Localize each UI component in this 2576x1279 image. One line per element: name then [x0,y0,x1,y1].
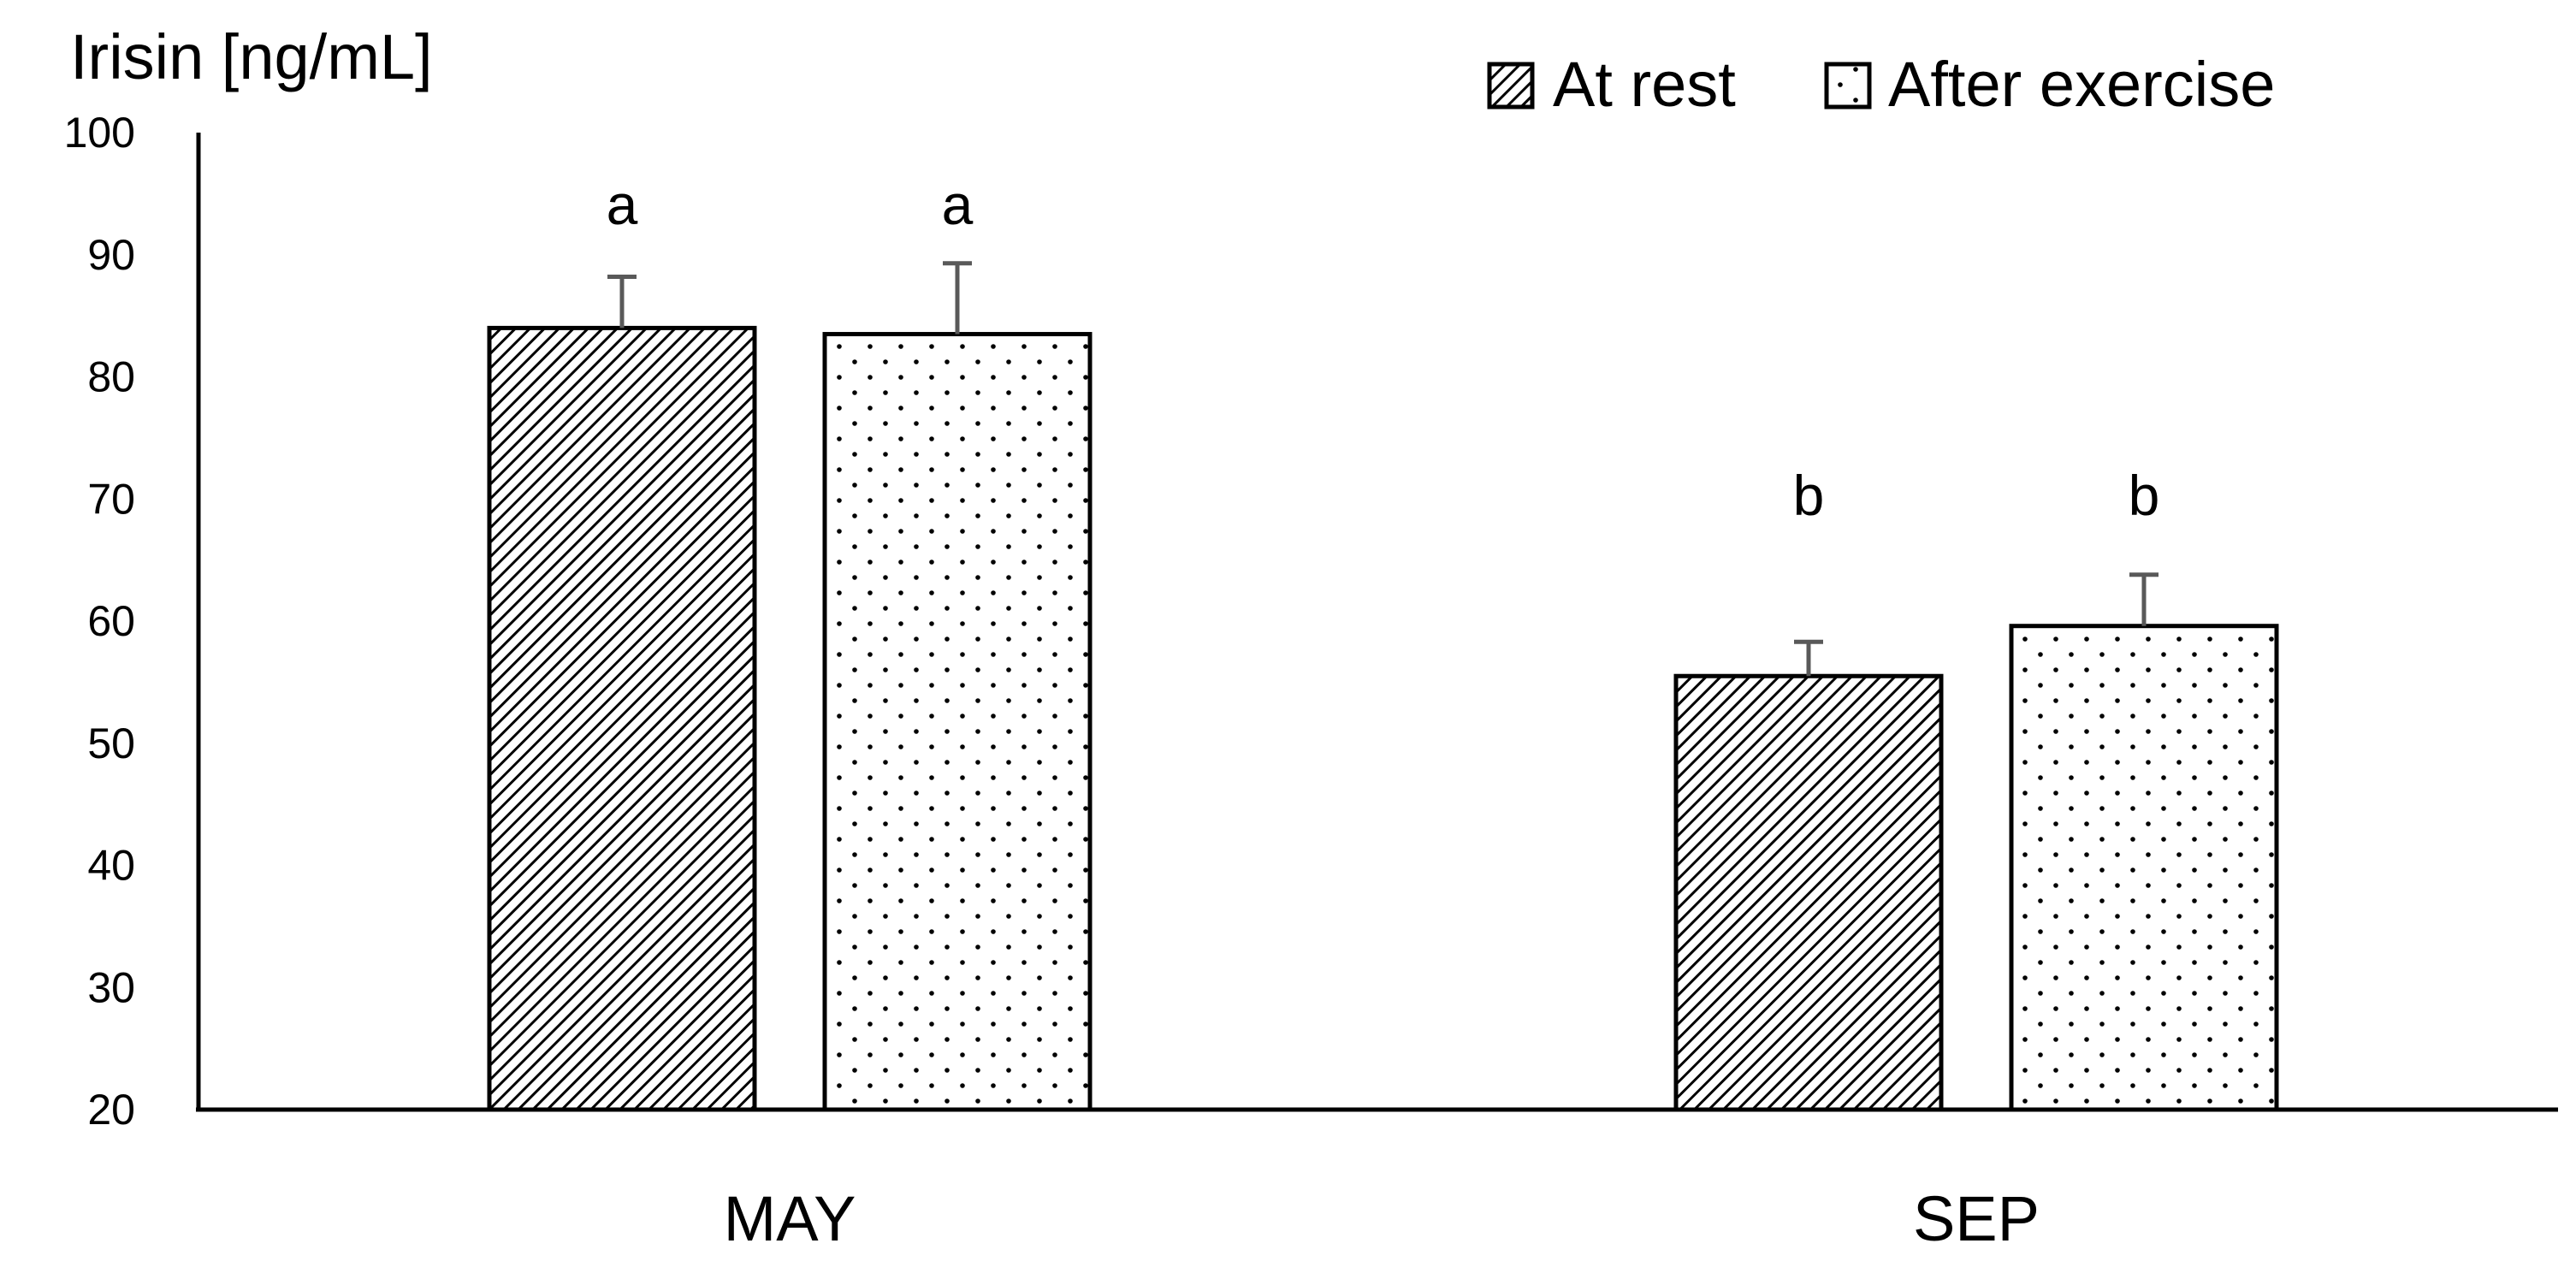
significance-sep-after-exercise: b [2129,464,2160,527]
y-axis-title: Irisin [ng/mL] [70,21,433,92]
legend-swatch-after-exercise [1824,62,1872,110]
bar-sep-at-rest [1673,673,1944,1112]
legend: At rest After exercise [1487,49,2275,120]
error-bars [607,261,2159,677]
y-tick-label-90: 90 [87,231,135,279]
y-axis-tick-labels: 20 30 40 50 60 70 80 90 100 [64,109,135,1134]
legend-label-after-exercise: After exercise [1888,49,2275,120]
error-bar-may-at-rest [607,274,637,329]
y-tick-label-40: 40 [87,842,135,890]
error-bar-sep-at-rest [1794,639,1823,677]
bar-may-at-rest [487,325,757,1112]
y-tick-label-30: 30 [87,963,135,1011]
significance-may-after-exercise: a [942,173,974,236]
error-bar-may-after-exercise [943,261,972,335]
significance-letters: a a b b [607,173,2160,527]
x-category-label-may: MAY [724,1183,856,1254]
error-bar-sep-after-exercise [2129,572,2159,626]
y-tick-label-70: 70 [87,475,135,523]
legend-label-at-rest: At rest [1553,49,1736,120]
y-tick-label-60: 60 [87,597,135,645]
bar-may-after-exercise [822,332,1093,1112]
x-axis-category-labels: MAY SEP [724,1183,2040,1254]
legend-swatch-at-rest [1487,62,1535,110]
x-category-label-sep: SEP [1913,1183,2040,1254]
significance-sep-at-rest: b [1793,464,1825,527]
y-tick-label-20: 20 [87,1086,135,1134]
significance-may-at-rest: a [607,173,638,236]
bar-sep-after-exercise [2009,624,2279,1112]
bars [487,325,2279,1112]
y-tick-label-100: 100 [64,109,135,157]
y-tick-label-80: 80 [87,353,135,401]
y-tick-label-50: 50 [87,719,135,767]
